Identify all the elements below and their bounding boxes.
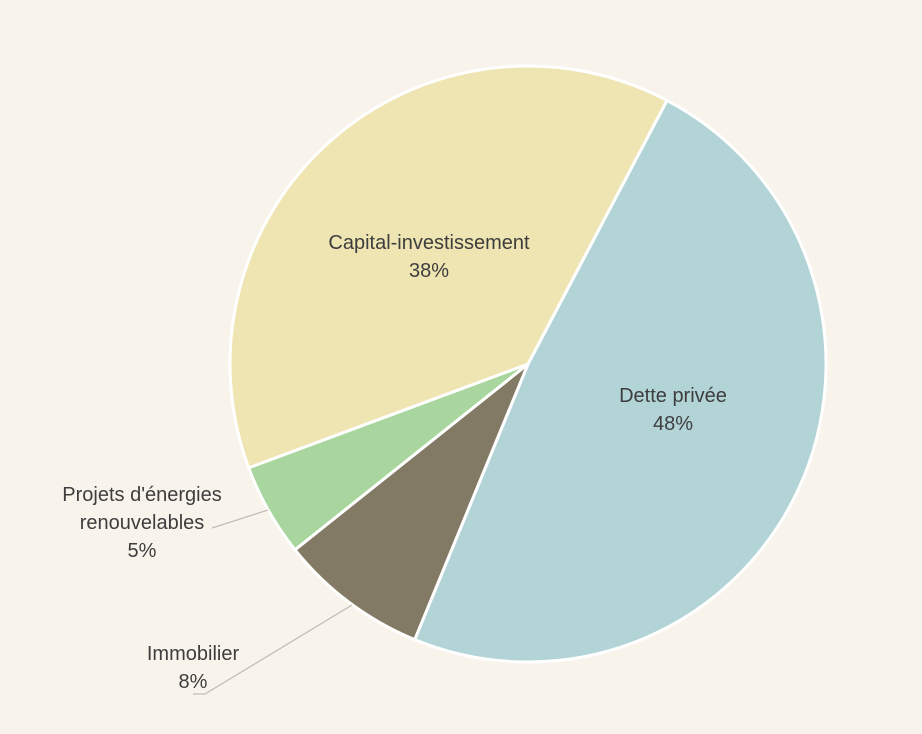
leader-line-energies — [211, 509, 269, 529]
slice-pct-immobilier: 8% — [179, 671, 208, 693]
slice-pct-energies: 5% — [128, 540, 157, 562]
pie-slice-dette-priv-e — [413, 98, 828, 664]
slice-label-energies-line2: renouvelables — [80, 512, 205, 534]
leader-line-immobilier — [193, 604, 353, 695]
pie-slice-capital-investissement — [228, 64, 669, 470]
slice-label-immobilier: Immobilier — [147, 643, 240, 665]
slice-pct-dette: 48% — [653, 413, 693, 435]
pie-slice-immobilier — [293, 362, 530, 642]
pie-slices — [228, 64, 828, 664]
slice-label-energies-line1: Projets d'énergies — [62, 484, 221, 506]
slice-label-capital: Capital-investissement — [328, 232, 530, 254]
slice-pct-capital: 38% — [409, 260, 449, 282]
slice-label-dette: Dette privée — [619, 385, 727, 407]
